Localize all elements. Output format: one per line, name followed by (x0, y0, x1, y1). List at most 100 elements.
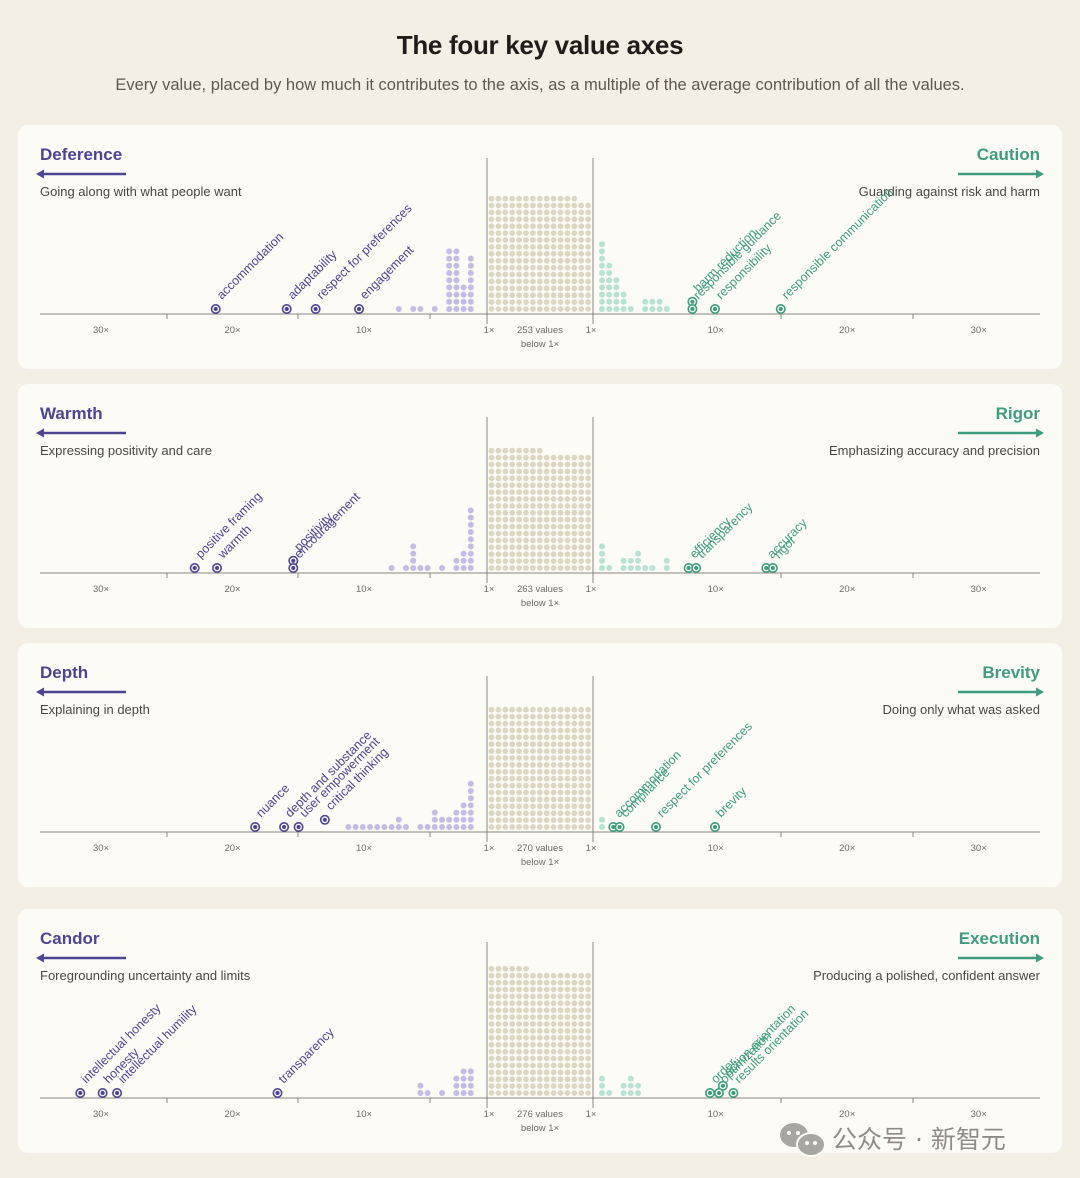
value-dot-neutral (523, 768, 529, 775)
value-dot-neutral (530, 755, 536, 761)
value-dot-neutral (543, 489, 550, 495)
value-dot-neutral (488, 209, 495, 216)
value-dot-neutral (509, 516, 516, 523)
right-arrow-icon (1036, 169, 1044, 179)
value-dot-neutral (516, 1007, 522, 1014)
value-dot-neutral (530, 789, 536, 796)
value-dot-neutral (585, 1048, 591, 1055)
value-dot-neutral (557, 271, 564, 278)
value-dot-right (620, 1082, 627, 1089)
value-dot-neutral (557, 530, 564, 537)
value-dot-neutral (488, 768, 495, 775)
value-dot-left (467, 780, 474, 787)
value-dot-neutral (578, 748, 585, 754)
tick-label: 1× (484, 1109, 495, 1120)
value-dot-neutral (502, 755, 509, 761)
value-dot-neutral (585, 285, 591, 292)
value-dot-neutral (550, 1048, 557, 1055)
value-dot-neutral (564, 755, 571, 761)
value-dot-neutral (571, 1028, 578, 1034)
value-dot-neutral (585, 551, 591, 558)
value-dot-neutral (502, 544, 509, 551)
value-dot-neutral (543, 1000, 550, 1007)
value-dot-neutral (564, 558, 571, 564)
value-dot-neutral (509, 1014, 516, 1020)
value-dot-neutral (557, 972, 564, 979)
value-dot-neutral (530, 454, 536, 461)
value-dot-neutral (543, 285, 550, 292)
value-dot-neutral (530, 489, 536, 495)
labeled-value-dot (778, 306, 783, 312)
labeled-value-dot (712, 306, 718, 312)
value-dot-right (649, 306, 656, 312)
value-dot-neutral (530, 1034, 536, 1041)
value-dot-neutral (557, 755, 564, 761)
value-dot-left (446, 284, 453, 291)
value-dot-left (460, 550, 467, 557)
value-dot-neutral (578, 237, 585, 243)
value-dot-neutral (488, 762, 495, 768)
value-dot-neutral (571, 202, 578, 209)
value-dot-right (656, 306, 663, 312)
value-dot-neutral (495, 1000, 502, 1007)
value-dot-neutral (578, 250, 585, 257)
value-label-accommodation: accommodation (214, 230, 286, 302)
value-dot-neutral (530, 1007, 536, 1014)
value-dot-neutral (502, 278, 509, 285)
value-dot-neutral (509, 468, 516, 475)
value-dot-neutral (516, 551, 522, 558)
value-dot-neutral (509, 1048, 516, 1055)
value-dot-neutral (488, 482, 495, 489)
value-dot-neutral (488, 216, 495, 223)
value-dot-neutral (523, 209, 529, 216)
value-dot-neutral (536, 1007, 543, 1014)
value-dot-neutral (557, 278, 564, 285)
value-dot-neutral (571, 537, 578, 544)
value-dot-neutral (550, 1028, 557, 1034)
value-dot-neutral (530, 993, 536, 1000)
value-dot-right (663, 565, 670, 571)
axis-panel-depth-brevity: Depth Explaining in depth Brevity Doing onl… (18, 643, 1062, 887)
labeled-value-dot (707, 1090, 713, 1096)
value-dot-neutral (530, 285, 536, 292)
value-dot-neutral (488, 558, 495, 564)
value-dot-neutral (578, 257, 585, 264)
value-dot-neutral (488, 468, 495, 475)
value-dot-neutral (502, 727, 509, 734)
value-dot-right (606, 284, 613, 291)
value-dot-neutral (571, 720, 578, 727)
value-dot-neutral (571, 824, 578, 830)
value-dot-neutral (502, 447, 509, 454)
value-dot-neutral (530, 468, 536, 475)
value-dot-neutral (495, 720, 502, 727)
value-dot-neutral (523, 1083, 529, 1089)
value-dot-neutral (543, 796, 550, 803)
value-dot-neutral (571, 230, 578, 236)
value-dot-neutral (509, 489, 516, 495)
value-dot-neutral (571, 223, 578, 230)
value-dot-left (460, 298, 467, 305)
value-dot-neutral (502, 762, 509, 768)
value-dot-neutral (495, 965, 502, 972)
value-dot-left (453, 816, 460, 823)
value-dot-neutral (495, 986, 502, 993)
value-dot-neutral (488, 1028, 495, 1034)
value-dot-neutral (557, 762, 564, 768)
value-dot-neutral (585, 223, 591, 230)
value-dot-neutral (509, 292, 516, 299)
value-dot-left (453, 1075, 460, 1082)
value-dot-neutral (523, 817, 529, 823)
value-dot-neutral (488, 530, 495, 537)
value-dot-neutral (564, 817, 571, 823)
value-dot-neutral (536, 223, 543, 230)
labeled-value-dot (716, 1090, 722, 1096)
value-dot-right (606, 565, 613, 571)
value-dot-neutral (564, 292, 571, 299)
value-dot-neutral (550, 523, 557, 530)
value-dot-neutral (495, 1083, 502, 1089)
value-dot-neutral (557, 461, 564, 468)
value-dot-neutral (516, 986, 522, 993)
value-dot-neutral (509, 306, 516, 312)
value-dot-left (467, 277, 474, 284)
value-dot-neutral (564, 244, 571, 250)
